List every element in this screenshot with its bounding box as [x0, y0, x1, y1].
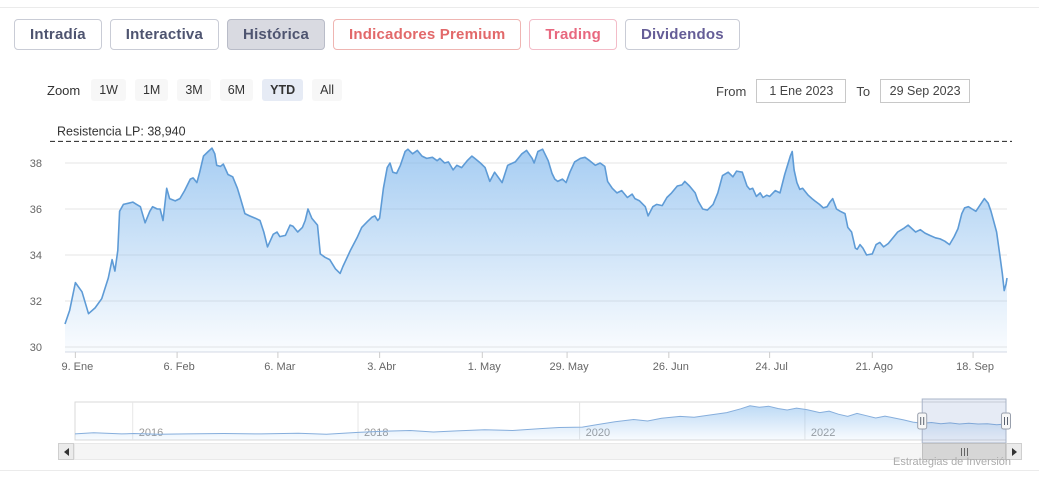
- navigator-chart[interactable]: 2016201820202022: [0, 394, 1039, 444]
- x-axis-label: 18. Sep: [956, 361, 994, 373]
- y-axis-label: 38: [30, 158, 42, 170]
- x-axis-label: 1. May: [468, 361, 502, 373]
- y-axis-label: 30: [30, 342, 42, 354]
- x-axis-label: 29. May: [550, 361, 590, 373]
- x-axis-label: 21. Ago: [856, 361, 893, 373]
- scrollbar-left-button[interactable]: [58, 443, 74, 460]
- range-button-ytd[interactable]: YTD: [262, 79, 304, 101]
- navigator-handle-left[interactable]: [917, 412, 928, 430]
- navigator-area-fill: [75, 405, 1006, 440]
- navigator-scrollbar: [0, 443, 1039, 460]
- range-button-all[interactable]: All: [312, 79, 343, 101]
- price-line-series: [64, 147, 1008, 325]
- range-button-1m[interactable]: 1M: [134, 79, 169, 101]
- x-axis-label: 3. Abr: [367, 361, 396, 373]
- x-axis-label: 6. Mar: [264, 361, 296, 373]
- x-axis-label: 6. Feb: [164, 361, 195, 373]
- tab-indicadores-premium[interactable]: Indicadores Premium: [333, 19, 522, 50]
- y-axis-label: 36: [30, 204, 42, 216]
- range-button-1w[interactable]: 1W: [91, 79, 126, 101]
- range-button-6m[interactable]: 6M: [219, 79, 254, 101]
- zoom-label: Zoom: [47, 82, 81, 98]
- tab-dividendos[interactable]: Dividendos: [624, 19, 740, 50]
- left-arrow-icon: [63, 447, 69, 456]
- from-date-input[interactable]: [756, 79, 847, 103]
- main-price-chart[interactable]: 38 36 34 32 30 9. Ene 6. Feb 6. Mar 3. Abr 1. May…: [0, 110, 1039, 376]
- to-label: To: [856, 83, 871, 99]
- navigator-handle-left-box[interactable]: [917, 412, 928, 430]
- price-area-fill: [65, 148, 1007, 352]
- resistance-label: Resistencia LP: 38,940: [57, 124, 186, 138]
- navigator-handle-right-box[interactable]: [1001, 412, 1011, 430]
- from-label: From: [716, 83, 747, 99]
- zoom-toolbar: Zoom 1W 1M 3M 6M YTD All: [47, 79, 343, 101]
- y-axis-label: 32: [30, 296, 42, 308]
- chart-tabs: Intradía Interactiva Histórica Indicador…: [14, 19, 740, 50]
- to-date-input[interactable]: [880, 79, 971, 103]
- x-axis-label: 24. Jul: [755, 361, 787, 373]
- tab-trading[interactable]: Trading: [529, 19, 617, 50]
- scrollbar-grip: [960, 447, 962, 456]
- watermark: Estrategias de Inversión: [892, 456, 1011, 468]
- navigator-handle-right[interactable]: [1001, 412, 1011, 430]
- x-axis-label: 26. Jun: [653, 361, 689, 373]
- top-divider: [0, 7, 1039, 8]
- tab-interactiva[interactable]: Interactiva: [109, 19, 220, 50]
- tab-historica[interactable]: Histórica: [227, 19, 326, 50]
- right-arrow-icon: [1011, 447, 1017, 456]
- navigator-selected-range[interactable]: [921, 398, 1007, 444]
- x-axis-label: 9. Ene: [61, 361, 93, 373]
- tab-intradia[interactable]: Intradía: [14, 19, 102, 50]
- y-axis-label: 34: [30, 250, 42, 262]
- date-range-inputs: From To: [716, 79, 971, 103]
- bottom-divider: [0, 470, 1039, 471]
- scrollbar-track[interactable]: [74, 443, 1006, 460]
- scrollbar-right-button[interactable]: [1006, 443, 1022, 460]
- range-button-3m[interactable]: 3M: [177, 79, 211, 101]
- scrollbar-thumb[interactable]: [922, 443, 1006, 460]
